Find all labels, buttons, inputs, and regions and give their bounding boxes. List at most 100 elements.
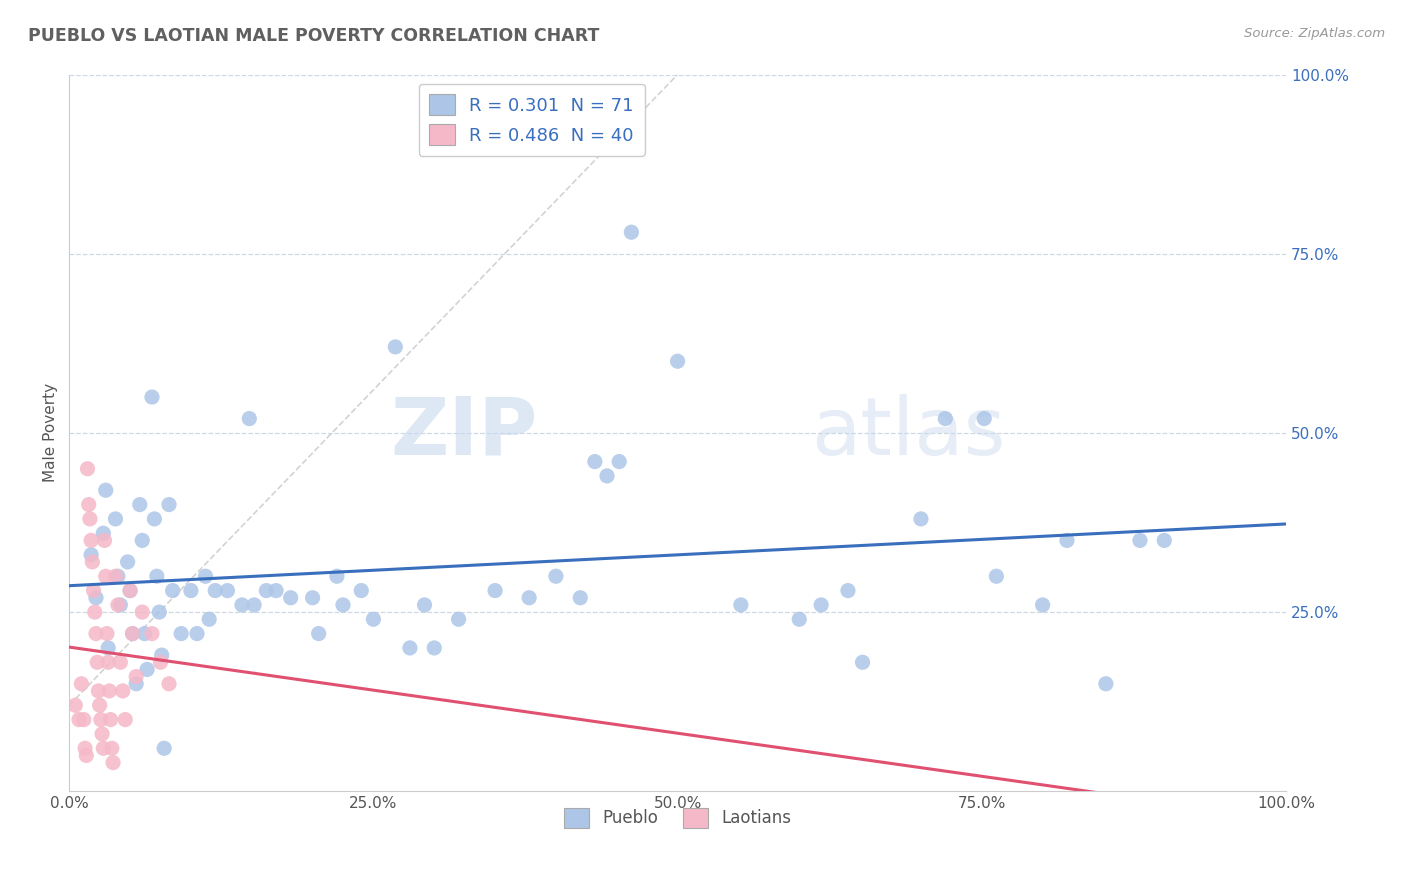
Point — [107, 569, 129, 583]
Y-axis label: Male Poverty: Male Poverty — [44, 384, 58, 483]
Point — [973, 411, 995, 425]
Point — [65, 698, 87, 713]
Point — [301, 591, 323, 605]
Point — [264, 583, 287, 598]
Point — [91, 526, 114, 541]
Point — [517, 591, 540, 605]
Point — [97, 655, 120, 669]
Point — [238, 411, 260, 425]
Point — [143, 512, 166, 526]
Point — [110, 598, 132, 612]
Point — [910, 512, 932, 526]
Point — [934, 411, 956, 425]
Point — [332, 598, 354, 612]
Point — [94, 483, 117, 498]
Point — [73, 741, 96, 756]
Point — [67, 713, 90, 727]
Point — [596, 469, 619, 483]
Point — [121, 626, 143, 640]
Point — [110, 655, 132, 669]
Point — [120, 583, 142, 598]
Point — [120, 583, 142, 598]
Point — [787, 612, 810, 626]
Point — [254, 583, 277, 598]
Point — [80, 533, 103, 548]
Point — [484, 583, 506, 598]
Point — [101, 741, 124, 756]
Point — [86, 655, 108, 669]
Point — [128, 498, 150, 512]
Point — [98, 684, 121, 698]
Point — [423, 640, 446, 655]
Point — [77, 498, 100, 512]
Point — [162, 583, 184, 598]
Point — [153, 741, 176, 756]
Point — [607, 454, 630, 468]
Legend: Pueblo, Laotians: Pueblo, Laotians — [557, 801, 799, 835]
Point — [87, 684, 110, 698]
Point — [84, 626, 107, 640]
Point — [107, 598, 129, 612]
Point — [620, 225, 643, 239]
Point — [413, 598, 436, 612]
Point — [186, 626, 208, 640]
Point — [384, 340, 406, 354]
Point — [1032, 598, 1054, 612]
Point — [94, 569, 117, 583]
Point — [100, 713, 122, 727]
Point — [231, 598, 253, 612]
Point — [399, 640, 422, 655]
Point — [91, 727, 114, 741]
Point — [148, 605, 170, 619]
Text: atlas: atlas — [811, 394, 1005, 472]
Point — [80, 548, 103, 562]
Point — [544, 569, 567, 583]
Point — [136, 662, 159, 676]
Point — [83, 605, 105, 619]
Point — [1129, 533, 1152, 548]
Point — [104, 512, 127, 526]
Point — [76, 461, 98, 475]
Text: PUEBLO VS LAOTIAN MALE POVERTY CORRELATION CHART: PUEBLO VS LAOTIAN MALE POVERTY CORRELATI… — [28, 27, 599, 45]
Point — [125, 670, 148, 684]
Point — [1056, 533, 1078, 548]
Point — [75, 748, 97, 763]
Point — [150, 648, 173, 662]
Point — [157, 498, 180, 512]
Point — [666, 354, 689, 368]
Point — [194, 569, 217, 583]
Point — [141, 390, 163, 404]
Point — [837, 583, 859, 598]
Point — [204, 583, 226, 598]
Point — [70, 677, 93, 691]
Point — [90, 713, 112, 727]
Point — [117, 555, 139, 569]
Point — [121, 626, 143, 640]
Point — [326, 569, 349, 583]
Point — [141, 626, 163, 640]
Point — [97, 640, 120, 655]
Point — [363, 612, 385, 626]
Point — [569, 591, 592, 605]
Point — [149, 655, 172, 669]
Point — [91, 741, 114, 756]
Point — [198, 612, 221, 626]
Point — [730, 598, 752, 612]
Point — [93, 533, 115, 548]
Point — [217, 583, 239, 598]
Text: Source: ZipAtlas.com: Source: ZipAtlas.com — [1244, 27, 1385, 40]
Point — [810, 598, 832, 612]
Point — [986, 569, 1008, 583]
Point — [101, 756, 124, 770]
Point — [280, 591, 302, 605]
Point — [96, 626, 118, 640]
Point — [583, 454, 606, 468]
Point — [131, 605, 153, 619]
Text: ZIP: ZIP — [391, 394, 537, 472]
Point — [447, 612, 470, 626]
Point — [243, 598, 266, 612]
Point — [82, 555, 104, 569]
Point — [134, 626, 156, 640]
Point — [73, 713, 96, 727]
Point — [350, 583, 373, 598]
